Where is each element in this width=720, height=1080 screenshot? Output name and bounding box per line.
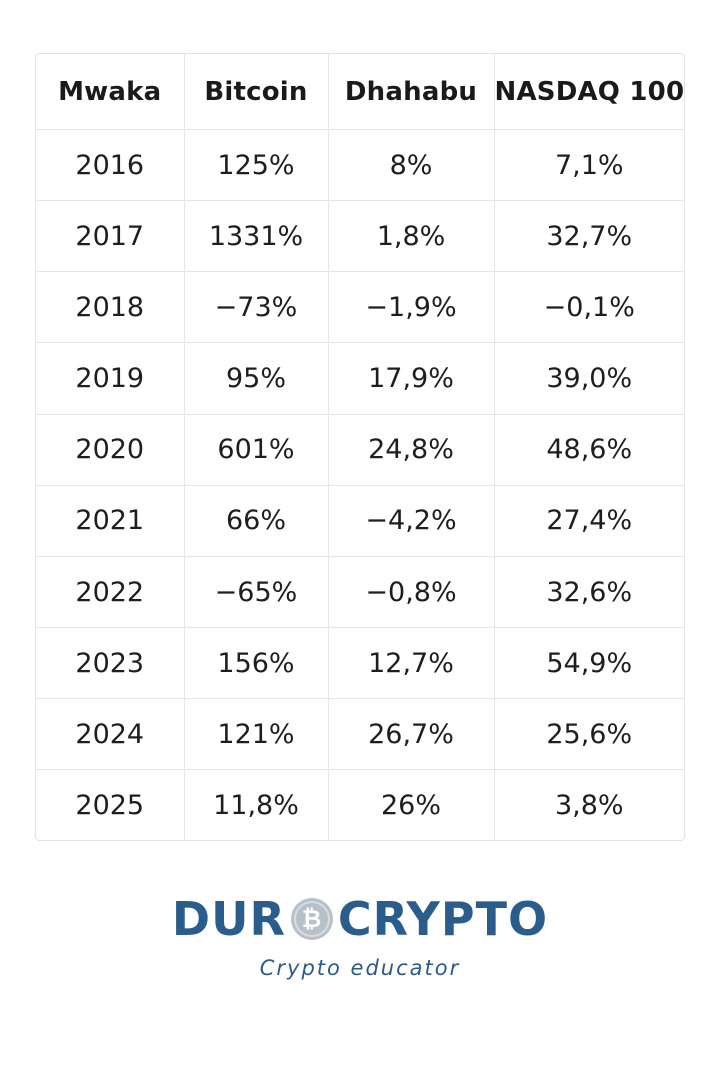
cell-bitcoin: 66%: [184, 485, 329, 557]
brand-tagline: Crypto educator: [259, 956, 461, 980]
table-row: 2017 1331% 1,8% 32,7%: [36, 200, 684, 273]
brand-text-left: DUR: [171, 892, 286, 946]
returns-table-container: Mwaka Bitcoin Dhahabu NASDAQ 100 2016 125…: [35, 53, 685, 841]
bitcoin-coin-icon: ₿: [290, 898, 333, 940]
table-row: 2025 11,8% 26% 3,8%: [36, 769, 684, 840]
cell-nasdaq: 32,7%: [494, 200, 684, 273]
cell-year: 2024: [36, 698, 185, 771]
cell-year: 2023: [36, 627, 185, 700]
brand-text-right: CRYPTO: [337, 892, 549, 946]
table-row: 2016 125% 8% 7,1%: [36, 129, 684, 202]
cell-bitcoin: 11,8%: [184, 769, 329, 840]
cell-nasdaq: −0,1%: [494, 271, 684, 344]
cell-year: 2019: [36, 342, 185, 415]
column-header-gold: Dhahabu: [328, 54, 495, 130]
cell-bitcoin: 601%: [184, 414, 329, 486]
cell-year: 2020: [36, 414, 185, 486]
cell-year: 2017: [36, 200, 185, 273]
cell-nasdaq: 32,6%: [494, 556, 684, 629]
cell-year: 2018: [36, 271, 185, 344]
cell-bitcoin: −65%: [184, 556, 329, 629]
cell-year: 2021: [36, 485, 185, 557]
cell-gold: 1,8%: [328, 200, 495, 273]
table-row: 2021 66% −4,2% 27,4%: [36, 485, 684, 557]
cell-bitcoin: −73%: [184, 271, 329, 344]
cell-nasdaq: 3,8%: [554, 789, 624, 821]
table-header-row: Mwaka Bitcoin Dhahabu NASDAQ 100: [36, 54, 684, 130]
cell-gold: −4,2%: [328, 485, 495, 557]
cell-nasdaq: 7,1%: [494, 129, 684, 202]
cell-nasdaq: 39,0%: [494, 342, 684, 415]
cell-bitcoin: 121%: [184, 698, 329, 771]
cell-nasdaq: 25,6%: [494, 698, 684, 771]
cell-gold: 24,8%: [328, 414, 495, 486]
returns-table: Mwaka Bitcoin Dhahabu NASDAQ 100 2016 125…: [36, 54, 684, 840]
table-body: 2016 125% 8% 7,1% 2017 1331% 1,8% 32,7% 2018 −73%…: [36, 129, 684, 840]
brand-wordmark: DUR ₿ CRYPTO: [172, 896, 548, 942]
durocrypto-logo: DUR ₿ CRYPTO Crypto educator: [0, 896, 720, 980]
table-row: 2022 −65% −0,8% 32,6%: [36, 556, 684, 629]
cell-nasdaq: 48,6%: [494, 414, 684, 486]
cell-gold: 26%: [328, 769, 495, 840]
cell-year: 2022: [36, 556, 185, 629]
table-row: 2023 156% 12,7% 54,9%: [36, 627, 684, 700]
cell-gold: 12,7%: [328, 627, 495, 700]
table-row: 2018 −73% −1,9% −0,1%: [36, 271, 684, 344]
column-header-nasdaq: NASDAQ 100: [494, 54, 684, 130]
cell-gold: −1,9%: [328, 271, 495, 344]
column-header-bitcoin: Bitcoin: [184, 54, 329, 130]
cell-year: 2016: [36, 129, 185, 202]
cell-gold: 26,7%: [328, 698, 495, 771]
table-row: 2020 601% 24,8% 48,6%: [36, 414, 684, 486]
table-row: 2024 121% 26,7% 25,6%: [36, 698, 684, 771]
cell-nasdaq: 54,9%: [494, 627, 684, 700]
cell-bitcoin: 156%: [184, 627, 329, 700]
column-header-year: Mwaka: [36, 54, 185, 130]
cell-bitcoin: 125%: [184, 129, 329, 202]
cell-bitcoin: 95%: [184, 342, 329, 415]
cell-bitcoin: 1331%: [184, 200, 329, 273]
cell-gold: 8%: [328, 129, 495, 202]
table-row: 2019 95% 17,9% 39,0%: [36, 342, 684, 415]
cell-year: 2025: [36, 769, 185, 840]
cell-gold: 17,9%: [328, 342, 495, 415]
cell-gold: −0,8%: [328, 556, 495, 629]
cell-nasdaq: 27,4%: [494, 485, 684, 557]
bitcoin-symbol: ₿: [302, 905, 323, 933]
